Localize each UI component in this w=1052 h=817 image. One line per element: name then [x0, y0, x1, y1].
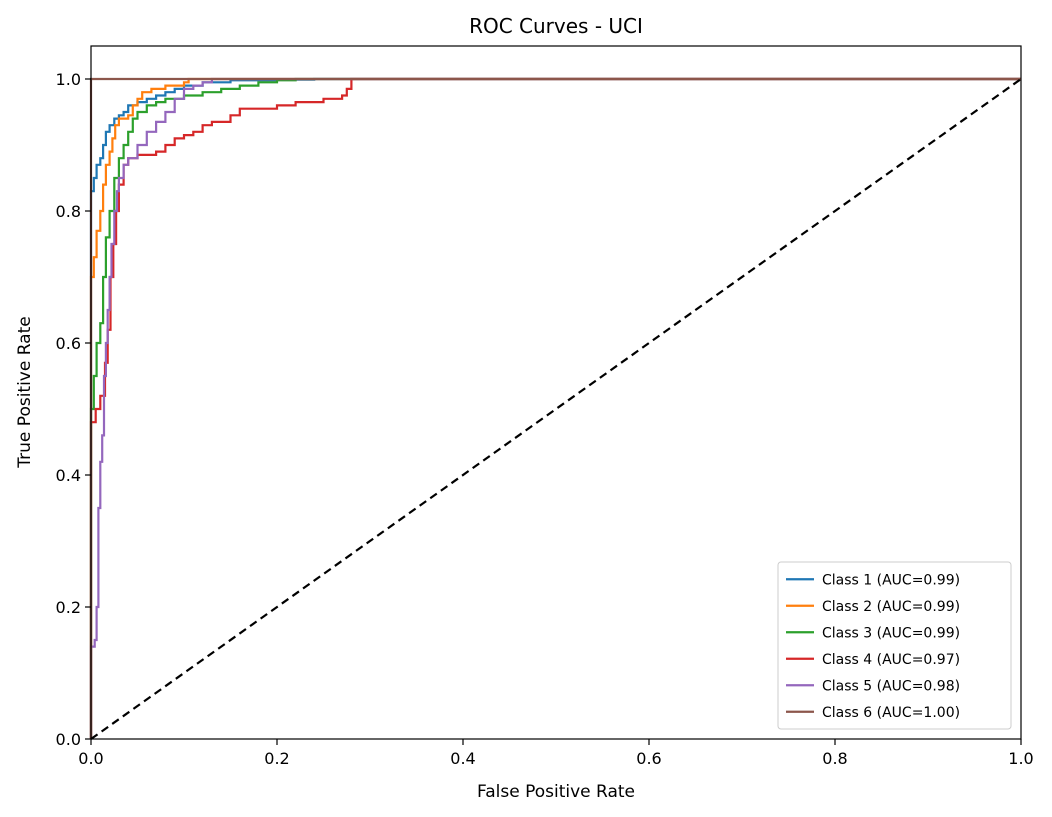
- x-tick-label: 0.8: [822, 749, 847, 768]
- x-tick-label: 0.6: [636, 749, 661, 768]
- series-line-class-3: [89, 77, 1021, 739]
- legend-label-class-5: Class 5 (AUC=0.98): [822, 678, 960, 694]
- legend-label-class-2: Class 2 (AUC=0.99): [822, 599, 960, 615]
- plot-frame: [90, 45, 1022, 740]
- y-axis-ticks: 0.0 0.2 0.4 0.6 0.8 1.0: [56, 70, 91, 749]
- y-axis-title: True Positive Rate: [15, 316, 35, 468]
- x-tick-label: 1.0: [1008, 749, 1033, 768]
- y-tick-label: 0.6: [56, 334, 81, 353]
- reference-diagonal-line: [90, 78, 1022, 740]
- y-tick-label: 0.2: [56, 598, 81, 617]
- y-tick-label: 0.4: [56, 466, 81, 485]
- chart-title: ROC Curves - UCI: [469, 14, 643, 38]
- x-tick-label: 0.0: [78, 749, 103, 768]
- y-tick-label: 1.0: [56, 70, 81, 89]
- x-tick-label: 0.4: [450, 749, 475, 768]
- legend: Class 1 (AUC=0.99) Class 2 (AUC=0.99) Clas…: [777, 561, 1012, 730]
- legend-label-class-6: Class 6 (AUC=1.00): [822, 705, 960, 721]
- x-axis-title: False Positive Rate: [477, 782, 635, 802]
- x-tick-label: 0.2: [264, 749, 289, 768]
- legend-label-class-1: Class 1 (AUC=0.99): [822, 572, 960, 588]
- y-tick-label: 0.8: [56, 202, 81, 221]
- series-line-class-2: [89, 77, 1021, 739]
- legend-box: [777, 561, 1012, 730]
- y-tick-label: 0.0: [56, 730, 81, 749]
- series-line-class-5: [89, 77, 1021, 739]
- legend-label-class-3: Class 3 (AUC=0.99): [822, 625, 960, 641]
- legend-label-class-4: Class 4 (AUC=0.97): [822, 652, 960, 668]
- x-axis-ticks: 0.0 0.2 0.4 0.6 0.8 1.0: [78, 739, 1034, 768]
